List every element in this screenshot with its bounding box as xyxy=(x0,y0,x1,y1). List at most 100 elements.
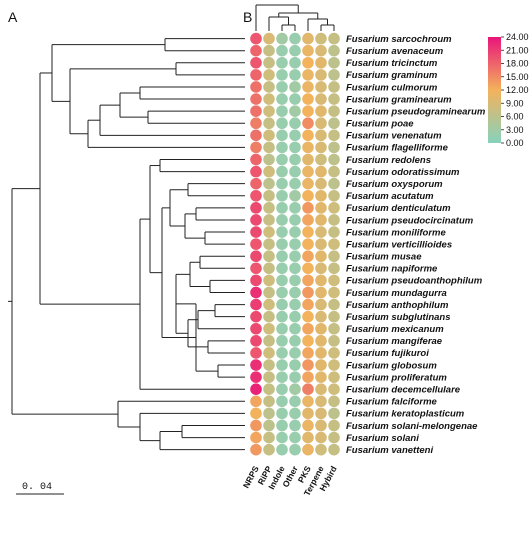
heatmap-cell xyxy=(289,44,301,57)
heatmap-cell xyxy=(315,431,327,444)
heatmap-cell xyxy=(250,202,262,214)
heatmap-cell xyxy=(315,419,327,432)
heatmap-cell xyxy=(250,383,262,396)
heatmap-cell xyxy=(289,177,301,190)
heatmap-cell xyxy=(328,117,340,130)
heatmap-cell xyxy=(289,371,301,383)
heatmap-cell xyxy=(315,141,327,154)
heatmap-cell xyxy=(289,93,301,105)
heatmap-cell xyxy=(250,129,262,142)
heatmap-cell xyxy=(276,443,288,456)
heatmap-cell xyxy=(302,69,314,81)
heatmap-cell xyxy=(328,129,340,142)
heatmap-cell xyxy=(263,129,275,142)
heatmap-cell xyxy=(289,395,301,408)
heatmap-cell xyxy=(250,310,262,323)
heatmap-cell xyxy=(250,395,262,408)
species-label: Fusarium decemcellulare xyxy=(346,385,461,396)
species-label: Fusarium solani-melongenae xyxy=(346,421,478,432)
heatmap-cell xyxy=(250,44,262,57)
heatmap-cell xyxy=(328,93,340,105)
heatmap-cell xyxy=(276,165,288,178)
species-label: Fusarium falciforme xyxy=(346,397,438,408)
heatmap-cell xyxy=(328,383,340,396)
species-label: Fusarium pseudocircinatum xyxy=(346,215,474,226)
heatmap-cell xyxy=(328,165,340,178)
species-label: Fusarium culmorum xyxy=(346,82,438,93)
heatmap-cell xyxy=(250,431,262,444)
species-label: Fusarium napiforme xyxy=(346,264,438,275)
heatmap-cell xyxy=(263,250,275,263)
heatmap-cell xyxy=(276,383,288,396)
heatmap-cell xyxy=(328,44,340,57)
species-label: Fusarium graminum xyxy=(346,70,438,81)
heatmap-cell xyxy=(302,371,314,383)
heatmap-cell xyxy=(263,32,275,45)
heatmap-cell xyxy=(263,177,275,190)
heatmap-cell xyxy=(315,32,327,45)
species-label: Fusarium venenatum xyxy=(346,131,442,142)
heatmap-cell xyxy=(302,322,314,335)
heatmap-cell xyxy=(263,371,275,383)
heatmap-cell xyxy=(276,419,288,432)
heatmap-cell xyxy=(328,56,340,69)
heatmap-cell xyxy=(276,105,288,117)
heatmap-cell xyxy=(263,310,275,323)
heatmap-cell xyxy=(302,177,314,190)
heatmap-cell xyxy=(289,32,301,45)
heatmap-cell xyxy=(250,238,262,250)
heatmap-cell xyxy=(289,407,301,420)
species-label: Fusarium vanetteni xyxy=(346,445,433,456)
heatmap-cell xyxy=(250,165,262,178)
heatmap-cell xyxy=(250,322,262,335)
heatmap-cell xyxy=(302,286,314,299)
species-label: Fusarium tricinctum xyxy=(346,58,438,69)
heatmap-cell xyxy=(250,32,262,45)
heatmap-cell xyxy=(263,395,275,408)
heatmap-cell xyxy=(315,371,327,383)
heatmap-cell xyxy=(263,298,275,311)
heatmap-cell xyxy=(302,395,314,408)
heatmap-cell xyxy=(276,322,288,335)
heatmap-cell xyxy=(328,177,340,190)
heatmap-cell xyxy=(289,359,301,371)
heatmap-cell xyxy=(276,214,288,226)
heatmap-cell xyxy=(302,165,314,178)
heatmap-cell xyxy=(250,407,262,420)
heatmap-cell xyxy=(276,189,288,202)
heatmap-cell xyxy=(263,262,275,275)
species-label: Fusarium avenaceum xyxy=(346,46,444,57)
heatmap-cell xyxy=(289,383,301,396)
heatmap-cell xyxy=(276,395,288,408)
heatmap-cell xyxy=(250,371,262,383)
colorbar-tick-label: 0.00 xyxy=(506,138,524,148)
heatmap-cell xyxy=(263,322,275,335)
heatmap-cell xyxy=(263,335,275,347)
heatmap-cell xyxy=(250,93,262,105)
heatmap-cell xyxy=(289,129,301,142)
heatmap-cell xyxy=(289,250,301,263)
heatmap-cell xyxy=(276,407,288,420)
heatmap-cell xyxy=(289,298,301,311)
heatmap-cell xyxy=(328,335,340,347)
heatmap-cell xyxy=(250,274,262,287)
heatmap-cell xyxy=(289,274,301,287)
heatmap-cell xyxy=(276,262,288,275)
heatmap-cell xyxy=(263,189,275,202)
heatmap-cell xyxy=(315,117,327,130)
heatmap-cell xyxy=(276,250,288,263)
heatmap-cell xyxy=(302,298,314,311)
heatmap-cell xyxy=(315,286,327,299)
heatmap-cell xyxy=(263,105,275,117)
heatmap-cell xyxy=(250,69,262,81)
heatmap-cell xyxy=(328,298,340,311)
species-label: Fusarium poae xyxy=(346,119,414,130)
species-label: Fusarium anthophilum xyxy=(346,300,449,311)
phylogenetic-tree xyxy=(8,38,245,451)
heatmap-cell xyxy=(263,286,275,299)
species-label: Fusarium redolens xyxy=(346,155,431,166)
colorbar-tick-label: 12.00 xyxy=(506,85,529,95)
heatmap-cell xyxy=(263,117,275,130)
